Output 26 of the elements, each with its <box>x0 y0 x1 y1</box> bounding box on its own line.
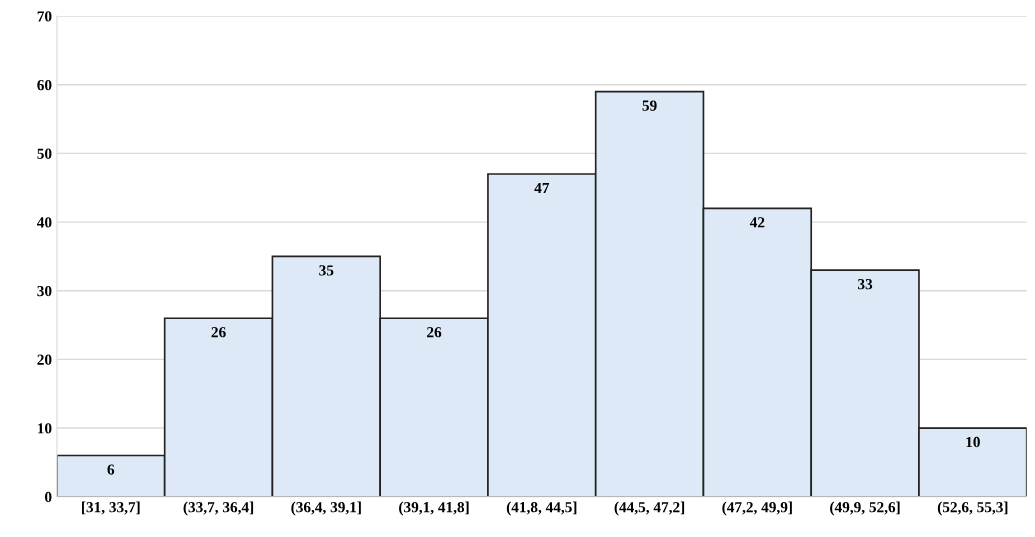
x-tick-label: (33,7, 36,4] <box>183 501 254 516</box>
y-tick-label: 20 <box>37 354 52 365</box>
y-tick-label: 60 <box>37 79 52 91</box>
x-tick-label: (44,5, 47,2] <box>614 501 685 516</box>
x-tick-label: (52,6, 55,3] <box>937 501 1008 516</box>
data-label: 47 <box>534 182 550 193</box>
data-label: 59 <box>642 100 657 111</box>
data-label: 10 <box>966 436 980 448</box>
x-tick-label: (49,9, 52,6] <box>830 501 900 516</box>
y-tick-label: 50 <box>37 148 52 159</box>
y-tick-label: 10 <box>38 423 52 434</box>
y-tick-label: 40 <box>37 217 52 228</box>
y-tick-label: 70 <box>37 11 52 22</box>
x-tick-label: (47,2, 49,9] <box>722 501 792 516</box>
x-tick-label: [31, 33,7] <box>82 501 140 515</box>
x-tick-label: (39,1, 41,8] <box>399 501 469 516</box>
data-label: 26 <box>211 327 226 338</box>
y-tick-label: 30 <box>37 285 52 297</box>
data-label: 26 <box>427 327 442 338</box>
data-label: 35 <box>319 265 334 276</box>
y-tick-label: 0 <box>45 491 52 503</box>
data-label: 42 <box>749 217 765 228</box>
data-label: 33 <box>858 279 873 290</box>
x-tick-label: (41,8, 44,5] <box>506 501 577 516</box>
data-label: 6 <box>107 464 115 475</box>
x-tick-label: (36,4, 39,1] <box>291 501 361 516</box>
